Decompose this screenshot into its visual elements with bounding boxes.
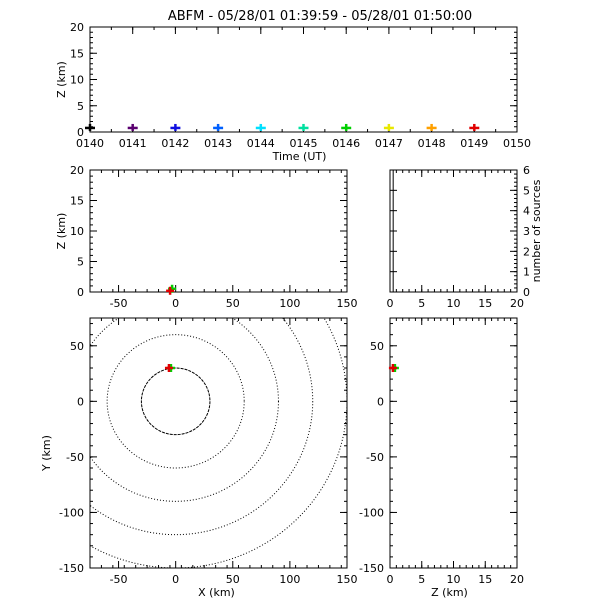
plan-view-ylabel: Y (km) — [40, 435, 53, 472]
height-histogram-xtick-label: 0 — [387, 297, 394, 310]
height-histogram-xtick-label: 5 — [418, 297, 425, 310]
height-histogram-xtick-label: 20 — [510, 297, 524, 310]
height-histogram-ytick-label: 0 — [523, 286, 530, 299]
x-height-xtick-label: 50 — [226, 297, 240, 310]
time-height-xtick-label: 0148 — [418, 137, 446, 150]
time-height-xtick-label: 0142 — [161, 137, 189, 150]
plan-view-frame — [89, 317, 348, 569]
height-histogram-ytick-label: 6 — [523, 164, 530, 177]
height-y-xtick-label: 15 — [478, 573, 492, 586]
time-height-xtick-label: 0145 — [290, 137, 318, 150]
height-histogram-xtick-label: 10 — [447, 297, 461, 310]
time-height-xtick-label: 0149 — [460, 137, 488, 150]
height-histogram-ytick-label: 4 — [523, 205, 530, 218]
plan-view-xtick-label: -50 — [110, 573, 128, 586]
x-height-ytick-label: 15 — [70, 195, 84, 208]
x-height-point — [166, 286, 175, 295]
plan-view-xlabel: X (km) — [198, 586, 235, 599]
height-y-ytick-label: -50 — [366, 451, 384, 464]
height-y-xtick-label: 5 — [418, 573, 425, 586]
plan-view-range-ring — [140, 367, 211, 436]
time-height-ylabel: Z (km) — [55, 61, 68, 98]
time-height-ytick-label: 10 — [70, 74, 84, 87]
height-histogram-ylabel: number of sources — [530, 179, 543, 282]
time-height-xlabel: Time (UT) — [272, 150, 327, 163]
plan-view-xtick-label: 50 — [226, 573, 240, 586]
time-height-ytick-label: 0 — [77, 126, 84, 139]
height-y-xtick-label: 10 — [447, 573, 461, 586]
height-y-ytick-label: 50 — [370, 340, 384, 353]
height-histogram-ytick-label: 5 — [523, 184, 530, 197]
height-y-xtick-label: 20 — [510, 573, 524, 586]
x-height-ytick-label: 5 — [77, 256, 84, 269]
x-height-xtick-label: 0 — [172, 297, 179, 310]
time-height-xtick-label: 0144 — [247, 137, 275, 150]
x-height-ylabel: Z (km) — [55, 213, 68, 250]
height-histogram-ytick-label: 2 — [523, 245, 530, 258]
height-histogram-ytick-label: 3 — [523, 225, 530, 238]
plan-view-range-ring — [106, 334, 245, 469]
plan-view-range-rings — [90, 318, 347, 568]
plan-view-xtick-label: 150 — [337, 573, 358, 586]
plan-view-ytick-label: -50 — [66, 451, 84, 464]
plan-view-range-ring — [90, 318, 314, 536]
height-y-xlabel: Z (km) — [431, 586, 468, 599]
plot-layer: 0140 0141 0142 0143 0144 0145 0146 0147 0148 0149… — [40, 21, 543, 599]
time-height-xtick-label: 0140 — [76, 137, 104, 150]
plan-view-xtick-label: 100 — [279, 573, 300, 586]
plan-view-ytick-label: -100 — [59, 506, 84, 519]
x-height-ytick-label: 0 — [77, 286, 84, 299]
height-y-ytick-label: 0 — [377, 395, 384, 408]
plan-view-ytick-label: 0 — [77, 395, 84, 408]
time-height-ytick-label: 15 — [70, 47, 84, 60]
plan-view-ytick-label: -150 — [59, 562, 84, 575]
x-height-ytick-label: 20 — [70, 164, 84, 177]
time-height-ytick-label: 5 — [77, 100, 84, 113]
time-height-xtick-label: 0141 — [119, 137, 147, 150]
time-height-xtick-label: 0147 — [375, 137, 403, 150]
plan-view-range-ring — [90, 318, 279, 502]
x-height-xtick-label: -50 — [110, 297, 128, 310]
x-height-xtick-label: 150 — [337, 297, 358, 310]
height-y-ytick-label: -150 — [359, 562, 384, 575]
x-height-ytick-label: 10 — [70, 225, 84, 238]
height-y-point — [388, 364, 397, 372]
x-height-xtick-label: 100 — [279, 297, 300, 310]
figure-title: ABFM - 05/28/01 01:39:59 - 05/28/01 01:5… — [168, 9, 472, 24]
time-height-xtick-label: 0146 — [332, 137, 360, 150]
time-height-xtick-label: 0150 — [503, 137, 531, 150]
plan-view-ytick-label: 50 — [70, 340, 84, 353]
height-y-xtick-label: 0 — [387, 573, 394, 586]
height-histogram-xtick-label: 15 — [478, 297, 492, 310]
plan-view-xtick-label: 0 — [172, 573, 179, 586]
time-height-xtick-label: 0143 — [204, 137, 232, 150]
height-histogram-bar — [389, 169, 394, 292]
height-histogram-ytick-label: 1 — [523, 266, 530, 279]
time-height-ytick-label: 20 — [70, 21, 84, 34]
plan-view-point — [164, 364, 173, 372]
height-y-ytick-label: -100 — [359, 506, 384, 519]
